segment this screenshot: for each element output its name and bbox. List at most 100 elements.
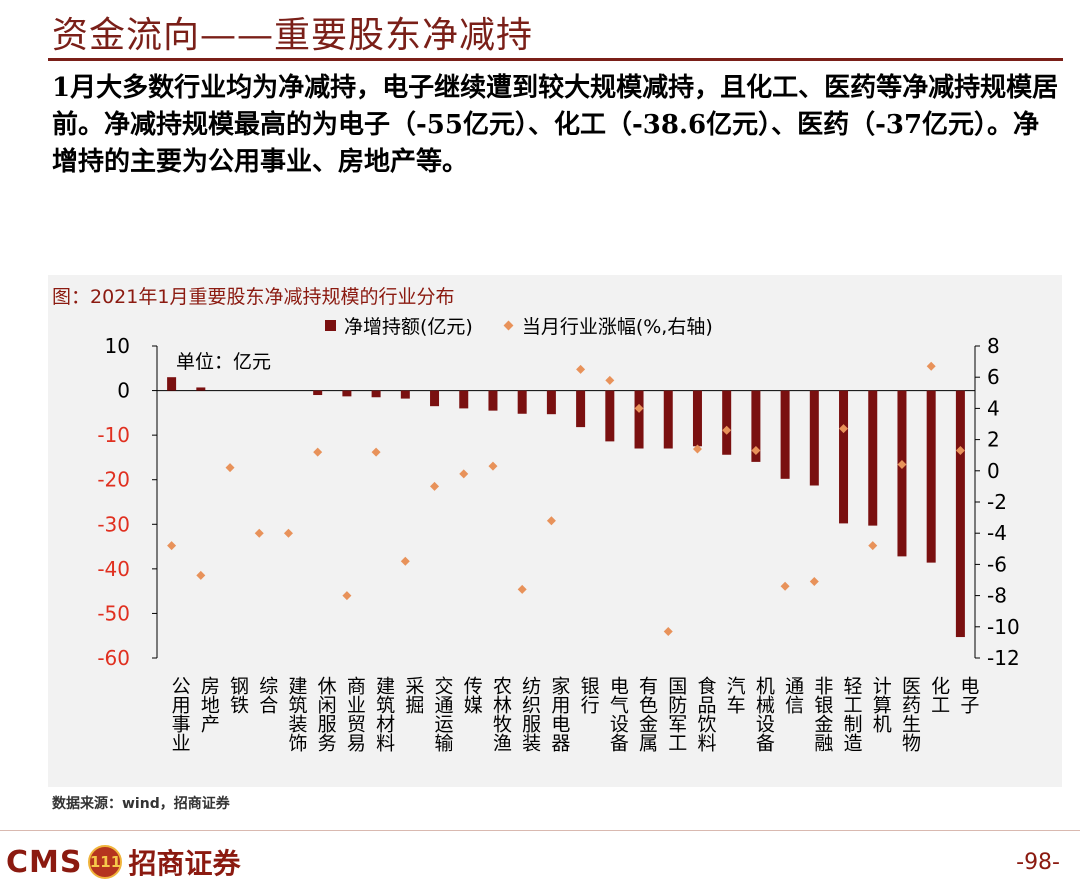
bar-农林牧渔 xyxy=(488,390,498,411)
category-label: 有色金属 xyxy=(636,676,658,753)
left-tick-label: -60 xyxy=(97,646,130,670)
right-tick-label: -2 xyxy=(987,490,1007,514)
category-label: 轻工制造 xyxy=(841,676,863,752)
category-label: 电子 xyxy=(957,676,979,714)
category-label: 建筑装饰 xyxy=(285,676,307,752)
dot-有色金属 xyxy=(634,403,644,413)
right-tick-label: 2 xyxy=(987,428,1000,452)
bar-机械设备 xyxy=(751,390,761,462)
category-label: 国防军工 xyxy=(665,676,687,752)
left-tick-label: -40 xyxy=(97,557,130,581)
bar-纺织服装 xyxy=(517,390,527,414)
bar-通信 xyxy=(780,390,790,479)
category-label: 公用事业 xyxy=(169,676,191,752)
dot-食品饮料 xyxy=(692,444,702,454)
dot-建筑材料 xyxy=(371,447,381,457)
left-tick-label: 10 xyxy=(105,334,130,358)
bar-食品饮料 xyxy=(692,390,702,447)
right-tick-label: -4 xyxy=(987,521,1007,545)
dot-采掘 xyxy=(400,556,410,566)
bar-商业贸易 xyxy=(342,390,352,397)
dot-公用事业 xyxy=(167,541,177,551)
left-tick-label: -30 xyxy=(97,512,130,536)
right-tick-label: -10 xyxy=(987,615,1020,639)
dot-房地产 xyxy=(196,570,206,580)
footer-divider xyxy=(0,830,1080,831)
bar-采掘 xyxy=(400,390,410,399)
data-source: 数据来源：wind，招商证券 xyxy=(52,796,230,812)
chart-legend: 净增持额(亿元) 当月行业涨幅(%,右轴) xyxy=(325,312,713,339)
dot-家用电器 xyxy=(546,516,556,526)
dot-休闲服务 xyxy=(313,447,323,457)
bar-有色金属 xyxy=(634,390,644,449)
right-tick-label: 0 xyxy=(987,459,1000,483)
category-label: 采掘 xyxy=(402,676,424,714)
right-tick-label: 4 xyxy=(987,396,1000,420)
category-label: 食品饮料 xyxy=(694,676,716,752)
legend-bar-label: 净增持额(亿元) xyxy=(344,316,473,338)
right-tick-label: -12 xyxy=(987,646,1020,670)
company-logo: CMS 111 招商证券 xyxy=(6,842,241,882)
left-tick-label: -10 xyxy=(97,423,130,447)
bar-化工 xyxy=(926,390,936,563)
legend-dot-label: 当月行业涨幅(%,右轴) xyxy=(521,316,713,338)
dot-计算机 xyxy=(868,541,878,551)
category-label: 商业贸易 xyxy=(344,676,366,753)
bar-计算机 xyxy=(868,390,878,526)
category-label: 非银金融 xyxy=(811,676,833,752)
dot-纺织服装 xyxy=(517,584,527,594)
dot-综合 xyxy=(254,528,264,538)
page-title: 资金流向——重要股东净减持 xyxy=(52,15,534,56)
right-tick-label: 8 xyxy=(987,334,1000,358)
summary-text: 1月大多数行业均为净减持，电子继续遭到较大规模减持，且化工、医药等净减持规模居前… xyxy=(52,73,1059,177)
dot-机械设备 xyxy=(751,446,761,456)
dot-银行 xyxy=(576,364,586,374)
category-label: 机械设备 xyxy=(753,676,775,752)
left-tick-label: 0 xyxy=(117,379,130,403)
legend-bar-swatch xyxy=(325,320,336,331)
bar-电气设备 xyxy=(605,390,615,442)
chart-panel xyxy=(48,275,1062,787)
dot-电气设备 xyxy=(605,375,615,385)
right-tick-label: 6 xyxy=(987,365,1000,389)
category-label: 通信 xyxy=(782,676,804,714)
category-label: 传媒 xyxy=(461,676,483,714)
right-tick-label: -8 xyxy=(987,584,1007,608)
title-divider xyxy=(48,58,1063,61)
bar-电子 xyxy=(955,390,965,638)
bar-医药生物 xyxy=(897,390,907,557)
bar-轻工制造 xyxy=(839,390,849,524)
logo-badge-icon: 111 xyxy=(88,845,123,879)
left-tick-label: -20 xyxy=(97,468,130,492)
category-label: 汽车 xyxy=(724,676,746,714)
dot-轻工制造 xyxy=(839,424,849,434)
category-label: 建筑材料 xyxy=(373,676,395,752)
bar-休闲服务 xyxy=(313,390,323,396)
bar-汽车 xyxy=(722,390,732,455)
category-label: 纺织服装 xyxy=(519,676,541,752)
dot-交通运输 xyxy=(430,481,440,491)
dot-农林牧渔 xyxy=(488,461,498,471)
bar-交通运输 xyxy=(430,390,440,407)
category-label: 房地产 xyxy=(198,676,220,733)
dot-传媒 xyxy=(459,469,469,479)
dot-商业贸易 xyxy=(342,591,352,601)
category-label: 电气设备 xyxy=(607,676,629,752)
unit-label: 单位：亿元 xyxy=(176,351,272,373)
category-label: 综合 xyxy=(256,676,278,714)
category-label: 交通运输 xyxy=(432,676,454,752)
bar-非银金融 xyxy=(809,390,819,486)
dot-电子 xyxy=(955,446,965,456)
page-number: -98- xyxy=(1016,850,1060,875)
dot-化工 xyxy=(926,361,936,371)
dot-医药生物 xyxy=(897,460,907,470)
bar-房地产 xyxy=(196,387,206,391)
category-label: 医药生物 xyxy=(899,676,921,752)
right-tick-label: -6 xyxy=(987,552,1007,576)
category-label: 计算机 xyxy=(870,676,892,733)
dot-非银金融 xyxy=(809,577,819,587)
logo-cn-name: 招商证券 xyxy=(128,847,241,880)
category-label: 休闲服务 xyxy=(315,676,337,752)
bar-建筑材料 xyxy=(371,390,381,398)
